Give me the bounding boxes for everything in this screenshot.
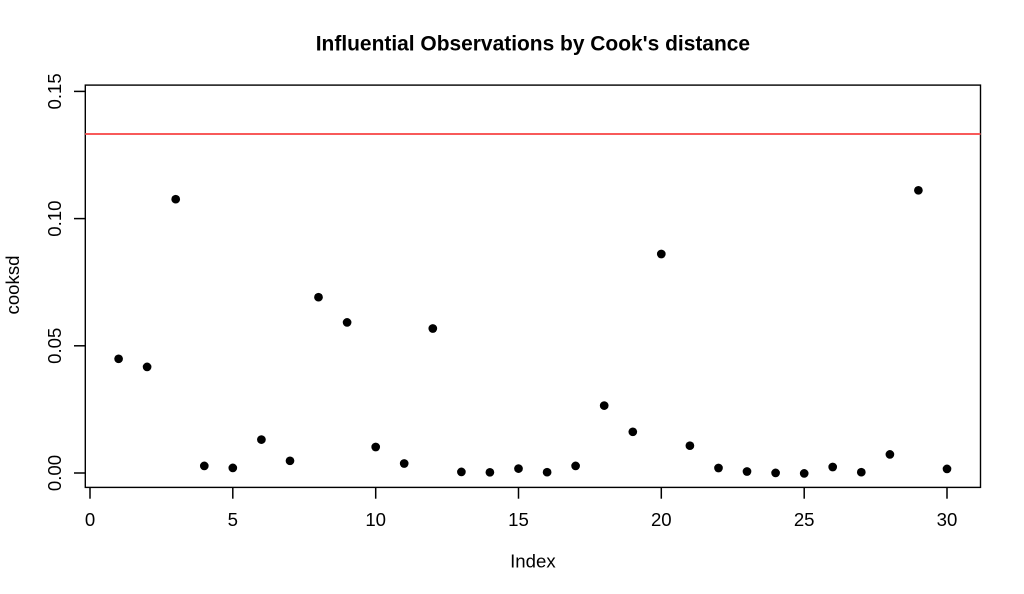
svg-text:15: 15 bbox=[508, 509, 529, 530]
svg-text:cooksd: cooksd bbox=[2, 256, 23, 315]
svg-text:0.15: 0.15 bbox=[44, 73, 65, 109]
svg-text:5: 5 bbox=[228, 509, 238, 530]
svg-text:0: 0 bbox=[85, 509, 95, 530]
svg-text:Influential Observations by Co: Influential Observations by Cook's dista… bbox=[316, 33, 750, 56]
svg-text:10: 10 bbox=[365, 509, 386, 530]
svg-text:0.05: 0.05 bbox=[44, 328, 65, 364]
svg-text:0.10: 0.10 bbox=[44, 200, 65, 236]
svg-text:30: 30 bbox=[937, 509, 958, 530]
svg-text:25: 25 bbox=[794, 509, 815, 530]
svg-text:Index: Index bbox=[510, 551, 556, 572]
svg-text:0.00: 0.00 bbox=[44, 455, 65, 491]
svg-text:20: 20 bbox=[651, 509, 672, 530]
